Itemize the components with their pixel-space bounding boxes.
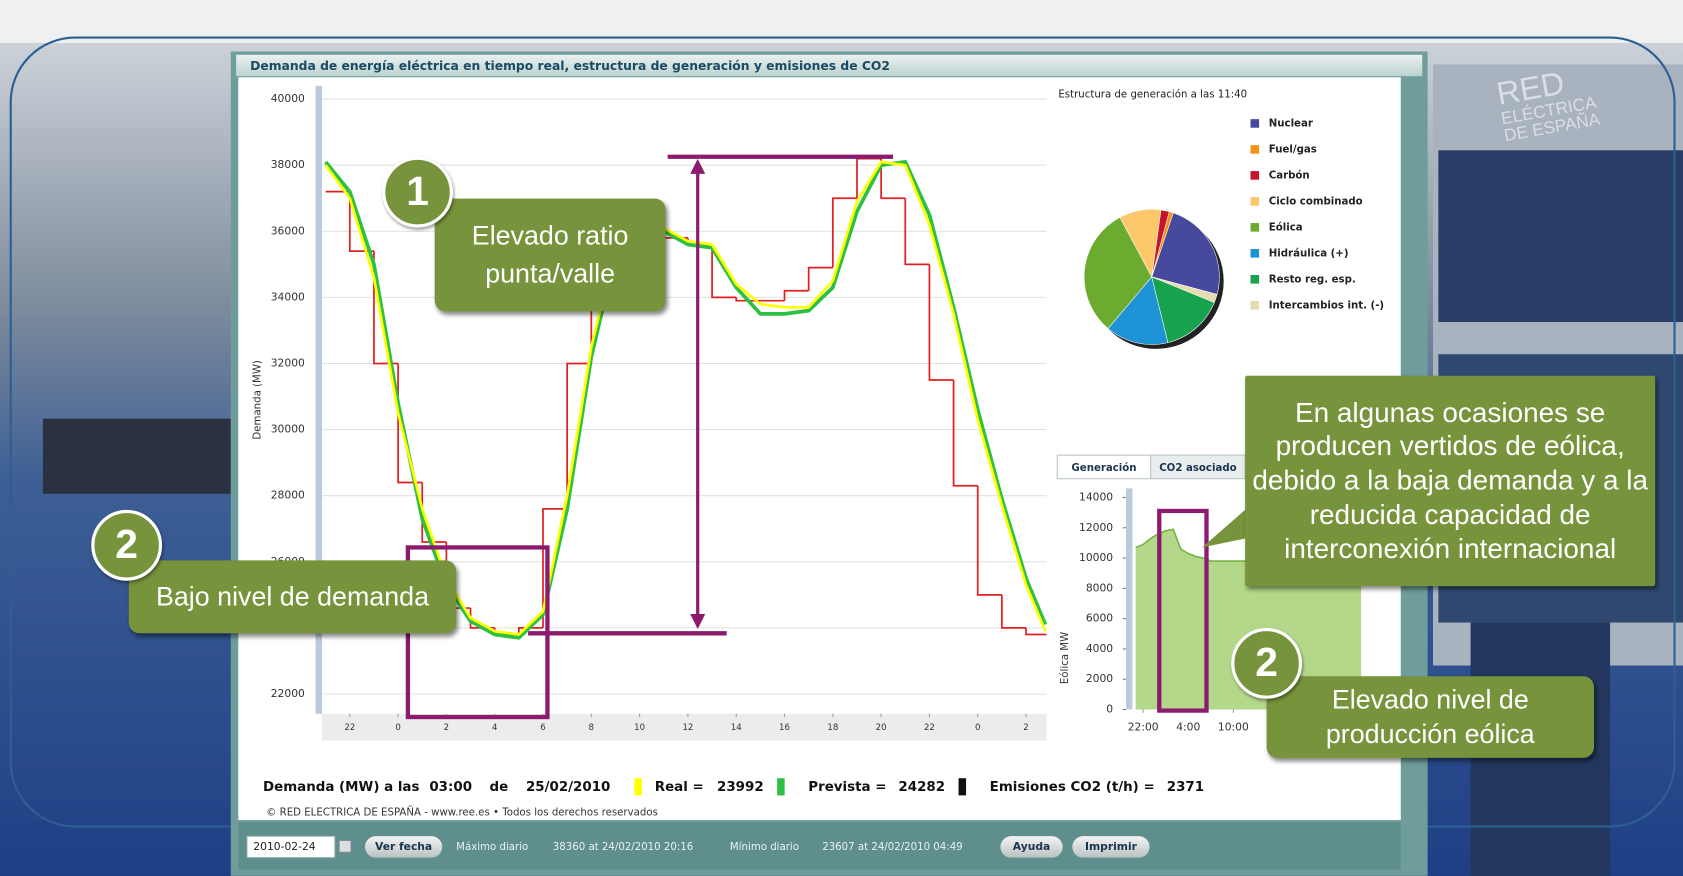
y-tick-label: 38000	[271, 158, 305, 171]
axis-band	[1126, 488, 1132, 709]
readout-prevista-label: Prevista =	[808, 780, 886, 795]
readout-label: Demanda (MW) a las	[263, 780, 419, 795]
readout-date: 25/02/2010	[526, 780, 610, 795]
x-tick-label: 14	[731, 723, 742, 733]
legend-label: Eólica	[1269, 221, 1303, 233]
desk	[43, 419, 231, 494]
calendar-icon[interactable]	[339, 840, 351, 852]
x-tick-label: 2	[1023, 723, 1028, 733]
x-tick-label: 18	[827, 723, 838, 733]
legend-swatch	[1251, 275, 1260, 284]
x-tick-label: 2	[444, 723, 449, 733]
x-tick-label: 22:00	[1128, 721, 1159, 734]
y-tick-label: 40000	[271, 92, 305, 105]
y-tick-label: 32000	[271, 356, 305, 369]
legend-swatch	[1251, 249, 1260, 258]
x-tick-label: 6	[540, 723, 545, 733]
y-tick-label: 14000	[1079, 490, 1113, 503]
y-tick-label: 30000	[271, 423, 305, 436]
swatch	[777, 778, 785, 795]
tab-label[interactable]: Generación	[1071, 462, 1136, 474]
callout: Bajo nivel de demanda	[129, 560, 456, 633]
callout: Elevado ratio punta/valle	[435, 199, 666, 312]
y-axis-label: Demanda (MW)	[253, 360, 264, 440]
swatch	[634, 778, 642, 795]
legend-swatch	[1251, 223, 1260, 232]
y-tick-label: 4000	[1086, 642, 1113, 655]
legend-label: Ciclo combinado	[1269, 196, 1363, 207]
y-axis-label: Eólica MW	[1059, 632, 1071, 684]
x-tick-label: 0	[395, 723, 400, 733]
y-tick-label: 36000	[271, 224, 305, 237]
readout-emisiones: 2371	[1167, 780, 1204, 795]
callout: En algunas ocasiones se producen vertido…	[1245, 376, 1655, 586]
x-tick-label: 20	[876, 723, 887, 733]
legend-label: Nuclear	[1269, 118, 1313, 129]
y-tick-label: 12000	[1079, 521, 1113, 534]
x-tick-label: 22	[924, 723, 935, 733]
copyright: © RED ELECTRICA DE ESPAÑA - www.ree.es •…	[266, 806, 658, 819]
legend-label: Carbón	[1269, 169, 1310, 181]
swatch	[959, 778, 967, 795]
y-tick-label: 22000	[271, 687, 305, 700]
callout: Elevado nivel de producción eólica	[1267, 676, 1594, 758]
max-value: 38360 at 24/02/2010 20:16	[553, 842, 693, 853]
y-tick-label: 2000	[1086, 672, 1113, 685]
legend-label: Resto reg. esp.	[1269, 274, 1356, 285]
min-label: Mínimo diario	[730, 841, 799, 853]
legend-swatch	[1251, 119, 1260, 128]
slide: RED ELÉCTRICA DE ESPAÑA Demanda de energ…	[0, 0, 1683, 876]
legend-swatch	[1251, 145, 1260, 154]
legend-swatch	[1251, 171, 1260, 180]
y-tick-label: 34000	[271, 290, 305, 303]
x-tick-label: 8	[589, 723, 594, 733]
min-value: 23607 at 24/02/2010 04:49	[822, 842, 962, 853]
video-wall	[1438, 150, 1683, 322]
readout-emisiones-label: Emisiones CO2 (t/h) =	[990, 780, 1155, 795]
max-label: Máximo diario	[456, 841, 528, 853]
x-tick-label: 4:00	[1176, 721, 1200, 734]
button-label[interactable]: Ayuda	[1013, 840, 1050, 853]
window-title: Demanda de energía eléctrica en tiempo r…	[250, 59, 890, 73]
legend-label: Hidráulica (+)	[1269, 247, 1349, 259]
legend-label: Intercambios int. (-)	[1269, 300, 1384, 311]
x-tick-label: 4	[492, 723, 497, 733]
callout-number: 2	[1231, 628, 1302, 699]
readout-time: 03:00	[429, 780, 472, 795]
x-tick-label: 22	[344, 723, 355, 733]
x-tick-label: 12	[682, 723, 693, 733]
button-label[interactable]: Imprimir	[1085, 840, 1138, 853]
readout-prevista: 24282	[898, 780, 945, 795]
x-tick-label: 0	[975, 723, 980, 733]
y-tick-label: 6000	[1086, 612, 1113, 625]
y-tick-label: 0	[1106, 703, 1113, 716]
callout-number: 2	[91, 510, 162, 581]
legend-label: Fuel/gas	[1269, 144, 1317, 155]
x-tick-label: 10:00	[1218, 721, 1249, 734]
readout-de: de	[489, 780, 508, 795]
page: {"header": {"title": "Demanda de energía…	[0, 0, 1683, 876]
date-value[interactable]: 2010-02-24	[253, 840, 315, 853]
y-tick-label: 28000	[271, 489, 305, 502]
x-tick-label: 10	[634, 723, 645, 733]
readout-real-label: Real =	[655, 780, 704, 795]
button-label[interactable]: Ver fecha	[375, 840, 432, 853]
pie-title: Estructura de generación a las 11:40	[1058, 88, 1247, 100]
x-tick-label: 16	[779, 723, 790, 733]
legend-swatch	[1251, 197, 1260, 206]
y-tick-label: 10000	[1079, 551, 1113, 564]
callout-number: 1	[382, 157, 453, 228]
readout-real: 23992	[717, 780, 764, 795]
tab-label[interactable]: CO2 asociado	[1159, 463, 1236, 474]
legend-swatch	[1251, 301, 1260, 310]
y-tick-label: 8000	[1086, 581, 1113, 594]
